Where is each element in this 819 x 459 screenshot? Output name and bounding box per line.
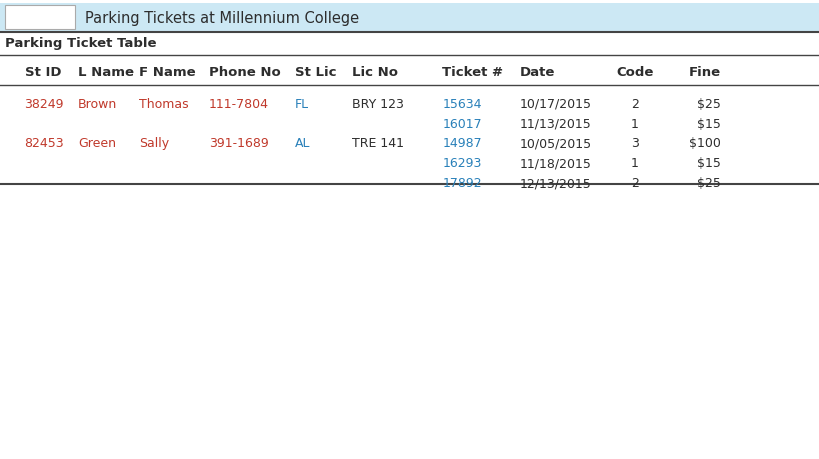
Text: Parking Ticket Table: Parking Ticket Table [5, 38, 156, 50]
Text: Green: Green [78, 137, 115, 150]
Text: 1: 1 [631, 117, 639, 130]
Text: 11/13/2015: 11/13/2015 [520, 117, 592, 130]
Bar [5, 6, 75, 30]
Text: 2: 2 [631, 97, 639, 110]
Text: Ticket #: Ticket # [442, 65, 503, 78]
Text: Brown: Brown [78, 97, 117, 110]
Text: Parking Tickets at Millennium College: Parking Tickets at Millennium College [85, 11, 359, 25]
Text: Fine: Fine [689, 65, 721, 78]
Bar [0, 4, 819, 32]
Text: 17892: 17892 [442, 177, 482, 190]
Text: F Name: F Name [139, 65, 196, 78]
Text: Thomas: Thomas [139, 97, 189, 110]
Text: 391-1689: 391-1689 [209, 137, 269, 150]
Text: 3: 3 [631, 137, 639, 150]
Text: 11/18/2015: 11/18/2015 [520, 157, 592, 170]
Text: 14987: 14987 [442, 137, 482, 150]
Text: 82453: 82453 [25, 137, 64, 150]
Text: L Name: L Name [78, 65, 133, 78]
Text: 15634: 15634 [442, 97, 482, 110]
Text: TRE 141: TRE 141 [352, 137, 404, 150]
Text: 2: 2 [631, 177, 639, 190]
Text: 16293: 16293 [442, 157, 482, 170]
Text: St Lic: St Lic [295, 65, 337, 78]
Text: $25: $25 [697, 97, 721, 110]
Text: AL: AL [295, 137, 310, 150]
Text: BRY 123: BRY 123 [352, 97, 404, 110]
Text: Phone No: Phone No [209, 65, 281, 78]
Text: 10/05/2015: 10/05/2015 [520, 137, 592, 150]
Text: 16017: 16017 [442, 117, 482, 130]
Text: 10/17/2015: 10/17/2015 [520, 97, 592, 110]
Text: Lic No: Lic No [352, 65, 398, 78]
Text: 12/13/2015: 12/13/2015 [520, 177, 592, 190]
Text: $100: $100 [689, 137, 721, 150]
Text: Sally: Sally [139, 137, 170, 150]
Text: St ID: St ID [25, 65, 61, 78]
Text: Code: Code [616, 65, 654, 78]
Text: $15: $15 [697, 117, 721, 130]
Text: $15: $15 [697, 157, 721, 170]
Text: 111-7804: 111-7804 [209, 97, 269, 110]
Text: $25: $25 [697, 177, 721, 190]
Text: 1: 1 [631, 157, 639, 170]
Text: 38249: 38249 [25, 97, 64, 110]
Text: FL: FL [295, 97, 309, 110]
Text: Date: Date [520, 65, 555, 78]
